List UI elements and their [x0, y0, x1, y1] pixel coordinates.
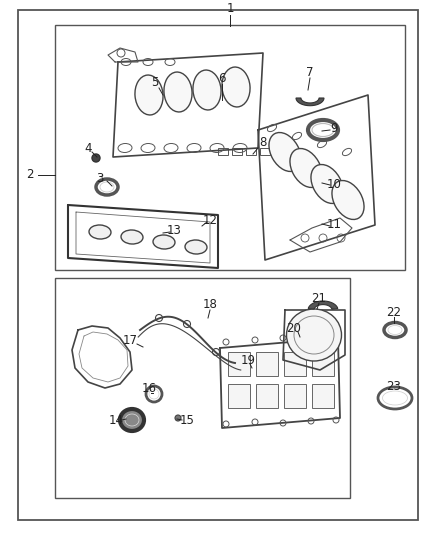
- Text: 13: 13: [166, 223, 181, 237]
- Ellipse shape: [185, 240, 207, 254]
- Text: 21: 21: [311, 292, 326, 304]
- Ellipse shape: [332, 181, 364, 220]
- Ellipse shape: [89, 225, 111, 239]
- Text: 19: 19: [240, 353, 255, 367]
- Bar: [218, 148, 228, 155]
- Ellipse shape: [153, 235, 175, 249]
- Bar: [232, 148, 242, 155]
- Text: 9: 9: [330, 122, 338, 134]
- Ellipse shape: [135, 75, 163, 115]
- Bar: [228, 352, 250, 376]
- Ellipse shape: [290, 149, 322, 188]
- Bar: [284, 384, 306, 408]
- Ellipse shape: [120, 409, 144, 431]
- Bar: [228, 384, 250, 408]
- Ellipse shape: [269, 133, 301, 172]
- Bar: [246, 148, 256, 155]
- Text: 5: 5: [151, 77, 159, 90]
- Text: 2: 2: [26, 168, 34, 182]
- Text: 15: 15: [180, 415, 194, 427]
- Ellipse shape: [193, 70, 221, 110]
- Text: 8: 8: [259, 136, 267, 149]
- Text: 7: 7: [306, 66, 314, 78]
- Text: 3: 3: [96, 173, 104, 185]
- Text: 14: 14: [109, 414, 124, 426]
- Text: 6: 6: [218, 71, 226, 85]
- Text: 4: 4: [84, 141, 92, 155]
- Bar: [256, 384, 278, 408]
- Bar: [312, 384, 334, 408]
- Text: 17: 17: [123, 334, 138, 346]
- Polygon shape: [308, 301, 338, 309]
- Text: 20: 20: [286, 321, 301, 335]
- Bar: [284, 352, 306, 376]
- Ellipse shape: [222, 67, 250, 107]
- Text: 16: 16: [141, 383, 156, 395]
- Text: 23: 23: [387, 379, 402, 392]
- Text: 18: 18: [202, 297, 217, 311]
- Text: 22: 22: [386, 305, 402, 319]
- Polygon shape: [296, 98, 324, 106]
- Bar: [312, 352, 334, 376]
- Ellipse shape: [286, 309, 342, 361]
- Ellipse shape: [92, 154, 100, 162]
- Ellipse shape: [164, 72, 192, 112]
- Text: 10: 10: [327, 177, 342, 190]
- Bar: [55, 278, 350, 498]
- Bar: [55, 25, 405, 270]
- Ellipse shape: [311, 165, 343, 204]
- Bar: [256, 352, 278, 376]
- Text: 1: 1: [226, 2, 234, 14]
- Text: 11: 11: [326, 217, 342, 230]
- Ellipse shape: [121, 230, 143, 244]
- Bar: [260, 148, 270, 155]
- Ellipse shape: [175, 415, 181, 421]
- Text: 12: 12: [202, 214, 218, 227]
